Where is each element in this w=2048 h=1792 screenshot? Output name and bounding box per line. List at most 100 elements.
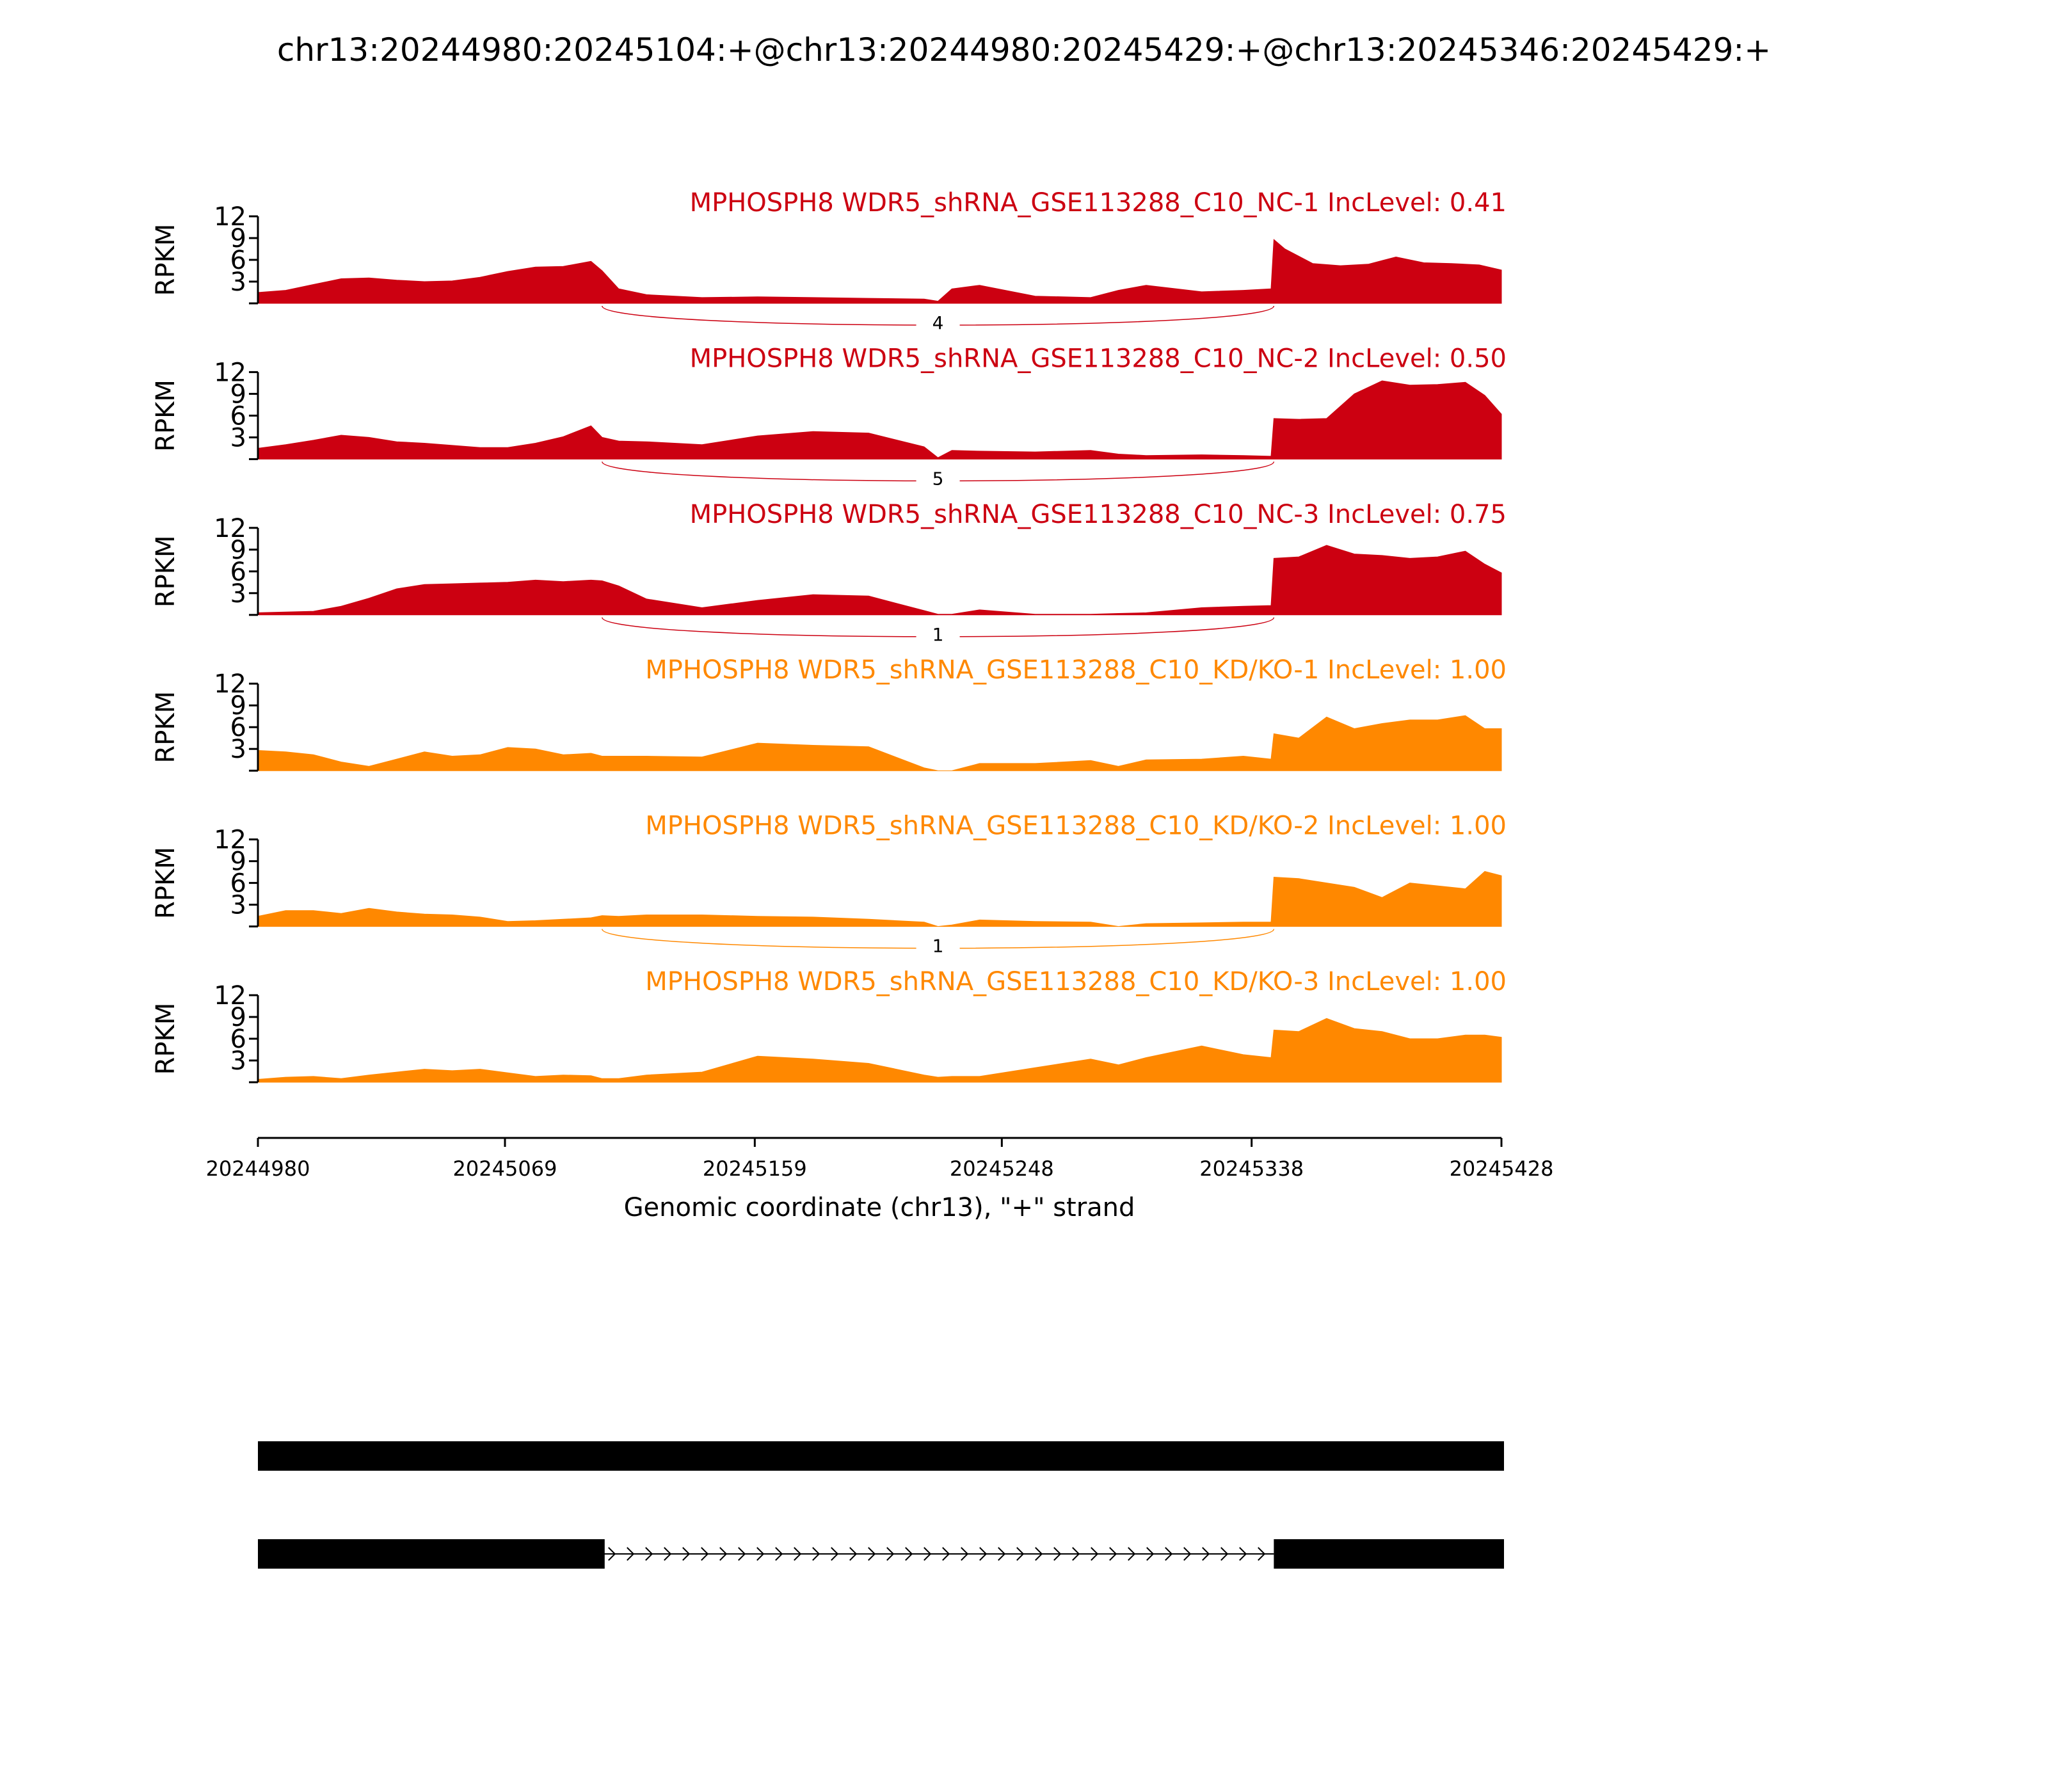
strand-arrow bbox=[1202, 1547, 1210, 1561]
x-tick-label: 20245428 bbox=[1450, 1156, 1554, 1181]
strand-arrow bbox=[1165, 1547, 1173, 1561]
strand-arrow bbox=[831, 1547, 839, 1561]
coverage-area bbox=[257, 1018, 1502, 1083]
exon-block bbox=[258, 1539, 605, 1569]
strand-arrow bbox=[961, 1547, 969, 1561]
y-tick-label: 3 bbox=[230, 891, 246, 920]
strand-arrow bbox=[608, 1547, 616, 1561]
exon-block bbox=[258, 1441, 1504, 1471]
strand-arrow bbox=[719, 1547, 728, 1561]
x-tick-label: 20245069 bbox=[453, 1156, 557, 1181]
y-tick-label: 6 bbox=[230, 869, 246, 899]
strand-arrow bbox=[1146, 1547, 1155, 1561]
genomic-x-axis: 20244980 20245069 20245159 20245248 20245338… bbox=[206, 1137, 1554, 1181]
strand-arrow bbox=[849, 1547, 858, 1561]
strand-arrow bbox=[1016, 1547, 1025, 1561]
strand-arrow bbox=[942, 1547, 950, 1561]
strand-arrow bbox=[756, 1547, 765, 1561]
strand-arrow bbox=[979, 1547, 988, 1561]
strand-arrow bbox=[664, 1547, 672, 1561]
exon-block bbox=[1274, 1539, 1504, 1569]
y-axis-label: RPKM bbox=[151, 224, 180, 296]
junction-label-box bbox=[916, 465, 960, 490]
strand-arrow bbox=[627, 1547, 635, 1561]
strand-arrow bbox=[794, 1547, 802, 1561]
strand-arrow bbox=[645, 1547, 653, 1561]
y-tick-label: 12 bbox=[214, 826, 246, 855]
coverage-area bbox=[257, 545, 1502, 616]
strand-arrow bbox=[738, 1547, 746, 1561]
y-tick-label: 9 bbox=[230, 536, 246, 565]
strand-arrow bbox=[1183, 1547, 1192, 1561]
y-tick-label: 6 bbox=[230, 401, 246, 431]
x-tick-label: 20245248 bbox=[950, 1156, 1054, 1181]
panel-label: MPHOSPH8 WDR5_shRNA_GSE113288_C10_KD/KO-… bbox=[645, 967, 1507, 996]
y-tick-label: 12 bbox=[214, 981, 246, 1011]
y-tick-label: 6 bbox=[230, 246, 246, 275]
y-tick-label: 3 bbox=[230, 268, 246, 297]
strand-arrow bbox=[905, 1547, 913, 1561]
y-axis-label: RPKM bbox=[151, 380, 180, 452]
y-tick-label: 12 bbox=[214, 669, 246, 699]
y-tick-label: 6 bbox=[230, 557, 246, 587]
strand-arrow bbox=[1035, 1547, 1043, 1561]
y-axis-label: RPKM bbox=[151, 535, 180, 607]
y-axis-label: RPKM bbox=[151, 847, 180, 919]
junction-count: 1 bbox=[932, 624, 944, 645]
x-axis-label: Genomic coordinate (chr13), "+" strand bbox=[624, 1193, 1135, 1222]
y-tick-label: 3 bbox=[230, 579, 246, 609]
junction-count: 5 bbox=[932, 468, 944, 489]
strand-arrow bbox=[812, 1547, 820, 1561]
y-tick-label: 9 bbox=[230, 691, 246, 721]
strand-arrow bbox=[868, 1547, 876, 1561]
strand-arrow bbox=[924, 1547, 932, 1561]
strand-arrow bbox=[682, 1547, 691, 1561]
y-tick-label: 9 bbox=[230, 380, 246, 409]
y-tick-label: 3 bbox=[230, 1046, 246, 1076]
coverage-area bbox=[257, 715, 1502, 771]
strand-arrow bbox=[775, 1547, 783, 1561]
coverage-area bbox=[257, 239, 1502, 304]
junction-count: 1 bbox=[932, 936, 944, 957]
isoform-structures bbox=[258, 1441, 1504, 1569]
y-tick-label: 9 bbox=[230, 1003, 246, 1032]
y-tick-label: 6 bbox=[230, 713, 246, 742]
coverage-area bbox=[257, 870, 1502, 927]
strand-arrow bbox=[1091, 1547, 1099, 1561]
y-tick-label: 9 bbox=[230, 224, 246, 253]
panel-label: MPHOSPH8 WDR5_shRNA_GSE113288_C10_NC-1 I… bbox=[690, 188, 1507, 218]
y-axis-label: RPKM bbox=[151, 1003, 180, 1075]
plot-title: chr13:20244980:20245104:+@chr13:20244980… bbox=[277, 31, 1771, 68]
strand-arrow bbox=[1128, 1547, 1136, 1561]
y-tick-label: 12 bbox=[214, 514, 246, 543]
strand-arrow bbox=[998, 1547, 1006, 1561]
strand-arrow bbox=[886, 1547, 895, 1561]
junction-label-box bbox=[916, 621, 960, 646]
y-tick-label: 6 bbox=[230, 1025, 246, 1054]
y-tick-label: 12 bbox=[214, 202, 246, 232]
strand-arrow bbox=[1109, 1547, 1117, 1561]
strand-arrow bbox=[1053, 1547, 1062, 1561]
y-axis-label: RPKM bbox=[151, 691, 180, 764]
coverage-area bbox=[257, 380, 1502, 460]
junction-label-box bbox=[916, 932, 960, 957]
panel-label: MPHOSPH8 WDR5_shRNA_GSE113288_C10_NC-3 I… bbox=[690, 500, 1507, 529]
x-tick-label: 20245159 bbox=[703, 1156, 807, 1181]
strand-arrow bbox=[1220, 1547, 1229, 1561]
x-tick-label: 20244980 bbox=[206, 1156, 310, 1181]
isoform bbox=[258, 1539, 1504, 1569]
junction-count: 4 bbox=[932, 312, 944, 333]
isoform bbox=[258, 1441, 1504, 1471]
panel-label: MPHOSPH8 WDR5_shRNA_GSE113288_C10_NC-2 I… bbox=[690, 344, 1507, 373]
x-tick-label: 20245338 bbox=[1199, 1156, 1304, 1181]
strand-arrow bbox=[701, 1547, 709, 1561]
junction-label-box bbox=[916, 310, 960, 334]
y-tick-label: 3 bbox=[230, 735, 246, 764]
